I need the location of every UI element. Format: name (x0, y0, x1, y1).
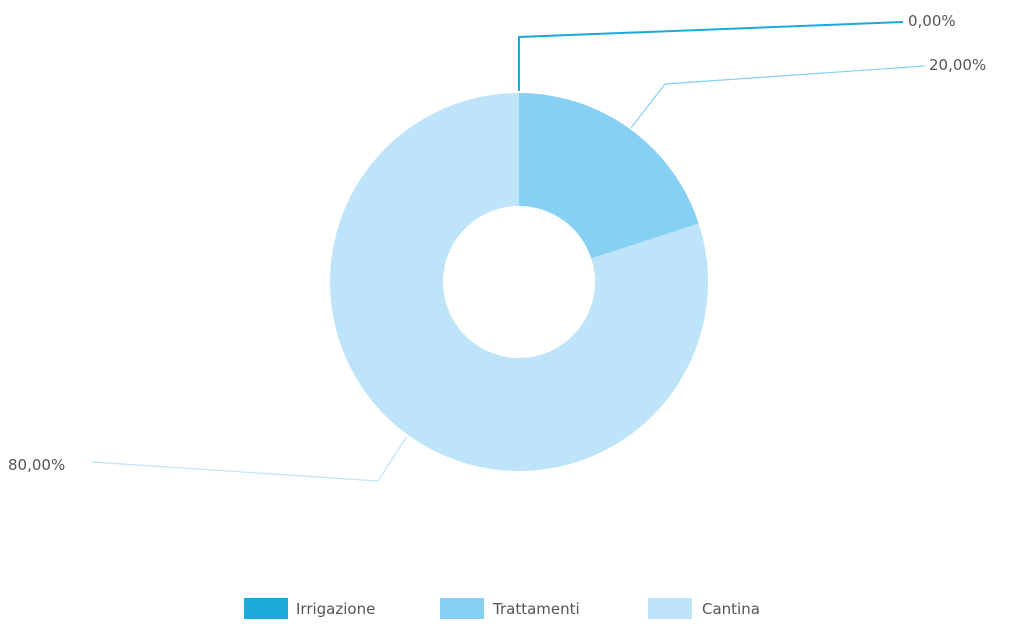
legend-swatch-cantina (648, 598, 692, 619)
leader-line-cantina (91, 436, 408, 482)
leader-line-trattamenti (630, 65, 926, 128)
data-label-cantina: 80,00% (8, 456, 65, 474)
legend-swatch-trattamenti (440, 598, 484, 619)
legend-label-trattamenti: Trattamenti (492, 600, 580, 618)
legend-label-cantina: Cantina (702, 600, 760, 618)
chart-leader-lines (91, 21, 926, 482)
data-label-irrigazione: 0,00% (908, 12, 956, 30)
slice-trattamenti (519, 93, 699, 259)
legend-label-irrigazione: Irrigazione (296, 600, 375, 618)
slice-cantina (330, 93, 708, 471)
chart-legend: Irrigazione Trattamenti Cantina (244, 598, 760, 619)
data-label-trattamenti: 20,00% (929, 56, 986, 74)
legend-swatch-irrigazione (244, 598, 288, 619)
leader-line-irrigazione (518, 21, 904, 91)
chart-slices (330, 93, 708, 471)
chart-data-labels: 0,00% 20,00% 80,00% (8, 12, 986, 474)
